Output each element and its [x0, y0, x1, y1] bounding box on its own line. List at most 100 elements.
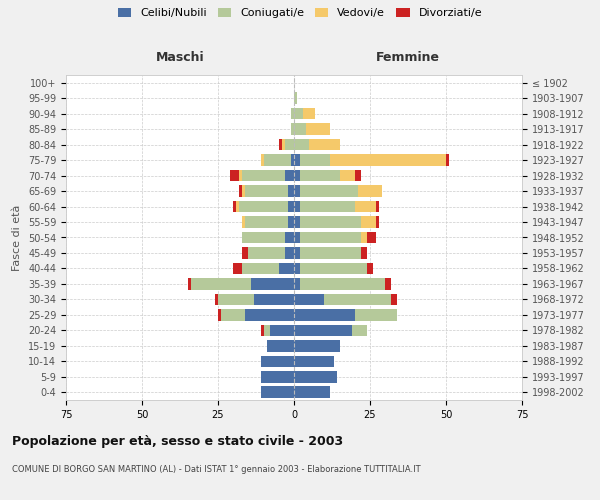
Bar: [300, 154, 331, 166]
Bar: [358, 186, 382, 197]
Bar: [376, 216, 379, 228]
Bar: [355, 309, 397, 320]
Bar: [376, 200, 379, 212]
Bar: [288, 200, 294, 212]
Bar: [294, 371, 337, 382]
Bar: [288, 216, 294, 228]
Bar: [325, 294, 391, 305]
Bar: [300, 247, 361, 259]
Bar: [294, 309, 355, 320]
Bar: [367, 262, 373, 274]
Bar: [294, 124, 306, 135]
Bar: [294, 232, 300, 243]
Bar: [285, 139, 294, 150]
Bar: [282, 139, 285, 150]
Y-axis label: Fasce di età: Fasce di età: [13, 204, 22, 270]
Bar: [230, 170, 239, 181]
Bar: [285, 232, 294, 243]
Bar: [294, 386, 331, 398]
Bar: [218, 294, 254, 305]
Bar: [306, 124, 331, 135]
Bar: [300, 170, 340, 181]
Bar: [294, 294, 325, 305]
Legend: Celibi/Nubili, Coniugati/e, Vedovi/e, Divorziati/e: Celibi/Nubili, Coniugati/e, Vedovi/e, Di…: [116, 6, 484, 20]
Bar: [294, 278, 300, 289]
Bar: [300, 216, 361, 228]
Bar: [260, 371, 294, 382]
Bar: [218, 309, 221, 320]
Bar: [221, 309, 245, 320]
Bar: [266, 340, 294, 351]
Bar: [245, 309, 294, 320]
Bar: [288, 186, 294, 197]
Bar: [239, 186, 242, 197]
Bar: [300, 232, 361, 243]
Bar: [300, 186, 358, 197]
Bar: [294, 356, 334, 367]
Bar: [260, 324, 263, 336]
Bar: [294, 200, 300, 212]
Bar: [355, 170, 361, 181]
Bar: [242, 170, 285, 181]
Bar: [279, 262, 294, 274]
Bar: [242, 216, 245, 228]
Bar: [242, 186, 245, 197]
Bar: [303, 108, 315, 120]
Bar: [352, 324, 367, 336]
Bar: [242, 232, 285, 243]
Bar: [248, 247, 285, 259]
Bar: [294, 108, 303, 120]
Bar: [294, 186, 300, 197]
Bar: [263, 324, 269, 336]
Bar: [245, 216, 288, 228]
Bar: [294, 340, 340, 351]
Bar: [361, 247, 367, 259]
Bar: [239, 200, 288, 212]
Bar: [294, 247, 300, 259]
Bar: [300, 200, 355, 212]
Bar: [191, 278, 251, 289]
Bar: [391, 294, 397, 305]
Bar: [254, 294, 294, 305]
Bar: [300, 262, 367, 274]
Bar: [279, 139, 282, 150]
Bar: [291, 124, 294, 135]
Bar: [294, 92, 297, 104]
Bar: [242, 247, 248, 259]
Bar: [263, 154, 291, 166]
Text: COMUNE DI BORGO SAN MARTINO (AL) - Dati ISTAT 1° gennaio 2003 - Elaborazione TUT: COMUNE DI BORGO SAN MARTINO (AL) - Dati …: [12, 465, 421, 474]
Bar: [361, 232, 367, 243]
Bar: [245, 186, 288, 197]
Bar: [340, 170, 355, 181]
Bar: [260, 356, 294, 367]
Bar: [215, 294, 218, 305]
Bar: [355, 200, 376, 212]
Bar: [242, 262, 279, 274]
Bar: [260, 154, 263, 166]
Bar: [309, 139, 340, 150]
Bar: [294, 262, 300, 274]
Bar: [233, 200, 236, 212]
Bar: [294, 216, 300, 228]
Bar: [367, 232, 376, 243]
Bar: [251, 278, 294, 289]
Bar: [285, 170, 294, 181]
Bar: [236, 200, 239, 212]
Bar: [385, 278, 391, 289]
Bar: [294, 170, 300, 181]
Bar: [239, 170, 242, 181]
Text: Femmine: Femmine: [376, 51, 440, 64]
Bar: [294, 139, 309, 150]
Bar: [446, 154, 449, 166]
Bar: [291, 154, 294, 166]
Text: Popolazione per età, sesso e stato civile - 2003: Popolazione per età, sesso e stato civil…: [12, 435, 343, 448]
Text: Maschi: Maschi: [155, 51, 205, 64]
Bar: [294, 154, 300, 166]
Bar: [300, 278, 385, 289]
Bar: [361, 216, 376, 228]
Bar: [269, 324, 294, 336]
Bar: [188, 278, 191, 289]
Bar: [260, 386, 294, 398]
Bar: [285, 247, 294, 259]
Bar: [291, 108, 294, 120]
